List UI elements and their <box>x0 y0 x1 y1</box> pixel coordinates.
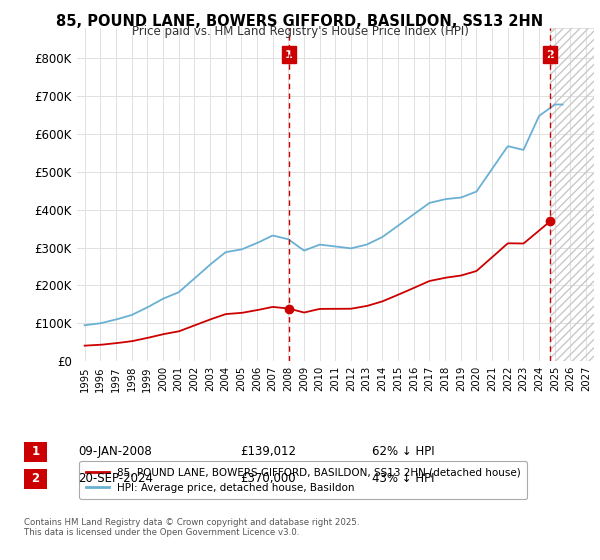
Text: 2: 2 <box>31 472 40 486</box>
Text: 1: 1 <box>285 49 293 59</box>
Text: £139,012: £139,012 <box>240 445 296 459</box>
Text: Price paid vs. HM Land Registry's House Price Index (HPI): Price paid vs. HM Land Registry's House … <box>131 25 469 38</box>
Text: 62% ↓ HPI: 62% ↓ HPI <box>372 445 434 459</box>
Text: Contains HM Land Registry data © Crown copyright and database right 2025.
This d: Contains HM Land Registry data © Crown c… <box>24 518 359 538</box>
Legend: 85, POUND LANE, BOWERS GIFFORD, BASILDON, SS13 2HN (detached house), HPI: Averag: 85, POUND LANE, BOWERS GIFFORD, BASILDON… <box>79 461 527 499</box>
Text: £370,000: £370,000 <box>240 472 296 486</box>
Text: 09-JAN-2008: 09-JAN-2008 <box>78 445 152 459</box>
Text: 1: 1 <box>31 445 40 459</box>
Text: 85, POUND LANE, BOWERS GIFFORD, BASILDON, SS13 2HN: 85, POUND LANE, BOWERS GIFFORD, BASILDON… <box>56 14 544 29</box>
Text: 20-SEP-2024: 20-SEP-2024 <box>78 472 153 486</box>
Text: 43% ↓ HPI: 43% ↓ HPI <box>372 472 434 486</box>
Text: 2: 2 <box>547 49 554 59</box>
